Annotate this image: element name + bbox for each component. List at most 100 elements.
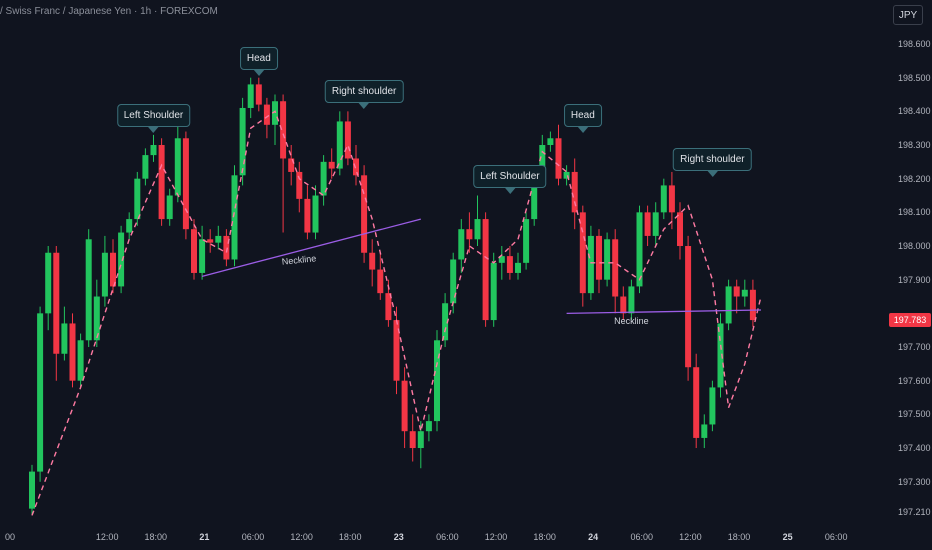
price-tick: 197.400	[898, 443, 931, 454]
price-tick: 198.000	[898, 241, 931, 251]
candle-up	[458, 229, 465, 260]
candle-up	[45, 252, 52, 314]
time-tick: 12:00	[95, 532, 119, 542]
time-tick: 00	[4, 532, 16, 542]
callout-right-shoulder-2: Right shoulder	[673, 147, 752, 171]
candle-up	[174, 138, 181, 196]
candle-down	[280, 101, 287, 159]
candle-down	[596, 235, 602, 280]
candle-up	[199, 239, 206, 273]
candle-down	[353, 158, 359, 176]
candle-up	[320, 161, 327, 196]
candle-up	[239, 107, 246, 176]
candle-up	[336, 121, 343, 169]
candle-down	[612, 239, 619, 297]
callout-left-shoulder-1: Left Shoulder	[116, 103, 191, 127]
candle-down	[191, 229, 197, 273]
candle-up	[490, 262, 497, 321]
candle-down	[668, 185, 675, 213]
candle-up	[93, 296, 100, 341]
time-tick: 06:00	[630, 532, 654, 542]
candle-down	[110, 252, 116, 287]
candle-down	[182, 138, 189, 230]
candle-up	[709, 387, 716, 425]
time-tick: 06:00	[241, 532, 265, 542]
price-tick: 197.500	[898, 409, 931, 420]
candle-up	[150, 145, 157, 156]
candle-down	[733, 286, 740, 297]
candle-up	[434, 340, 440, 422]
candle-down	[409, 431, 416, 449]
candle-down	[644, 212, 651, 236]
time-tick: 18:00	[338, 532, 362, 542]
candle-up	[118, 232, 125, 287]
candle-up	[61, 323, 68, 354]
moving-average-line	[31, 110, 762, 516]
candle-up	[37, 313, 44, 472]
candle-down	[385, 293, 392, 321]
candle-up	[701, 424, 708, 438]
date-tick: 23	[393, 532, 404, 542]
candle-down	[369, 252, 376, 270]
candle-up	[725, 286, 732, 324]
callout-head-1: Head	[239, 46, 278, 70]
candle-up	[531, 178, 538, 220]
time-tick: 18:00	[727, 532, 751, 542]
candle-down	[255, 84, 262, 105]
date-tick: 21	[199, 532, 210, 542]
candle-down	[304, 198, 311, 233]
time-tick: 12:00	[484, 532, 508, 542]
candle-down	[620, 296, 627, 314]
callout-left-shoulder-2: Left Shoulder	[473, 164, 547, 188]
candle-down	[677, 212, 683, 247]
candle-down	[263, 104, 270, 125]
candle-up	[474, 219, 481, 240]
neckline-line-1	[201, 218, 421, 277]
candle-down	[207, 239, 214, 243]
candle-up	[539, 145, 546, 179]
price-tick: 198.600	[898, 39, 931, 49]
candle-up	[442, 303, 449, 341]
candle-up	[142, 155, 149, 179]
symbol-title: / Swiss Franc / Japanese Yen · 1h · FORE…	[0, 6, 218, 17]
candle-up	[563, 171, 570, 179]
candle-down	[223, 235, 230, 260]
price-tick: 197.600	[898, 375, 931, 386]
time-tick: 18:00	[533, 532, 556, 542]
price-tick: 198.500	[898, 72, 931, 83]
candle-down	[69, 323, 76, 381]
date-tick: 24	[588, 532, 599, 542]
candle-up	[231, 175, 238, 260]
price-tick: 197.700	[898, 342, 931, 353]
candle-up	[215, 235, 222, 243]
time-tick: 18:00	[144, 532, 168, 542]
candle-up	[547, 138, 554, 146]
candle-down	[53, 252, 60, 354]
candle-up	[498, 256, 505, 263]
candle-down	[482, 219, 489, 321]
candle-down	[506, 256, 513, 273]
candle-up	[134, 178, 141, 220]
candle-up	[29, 471, 35, 509]
candle-down	[685, 246, 692, 368]
candle-down	[579, 212, 586, 294]
candle-down	[288, 158, 295, 172]
candle-up	[717, 323, 724, 388]
candle-up	[126, 219, 133, 233]
price-tick: 198.400	[898, 106, 931, 117]
price-tick: 197.900	[898, 274, 931, 285]
candle-down	[158, 145, 165, 220]
currency-button[interactable]: JPY	[893, 5, 923, 25]
candle-down	[693, 367, 700, 438]
candle-down	[466, 229, 473, 240]
candle-down	[361, 175, 368, 253]
candle-up	[77, 340, 84, 381]
candle-down	[393, 320, 400, 381]
candle-up	[660, 185, 667, 213]
date-tick: 25	[782, 532, 793, 542]
last-price-badge: 197.783	[889, 313, 931, 328]
candle-down	[749, 289, 756, 321]
price-tick: 198.300	[898, 140, 931, 150]
